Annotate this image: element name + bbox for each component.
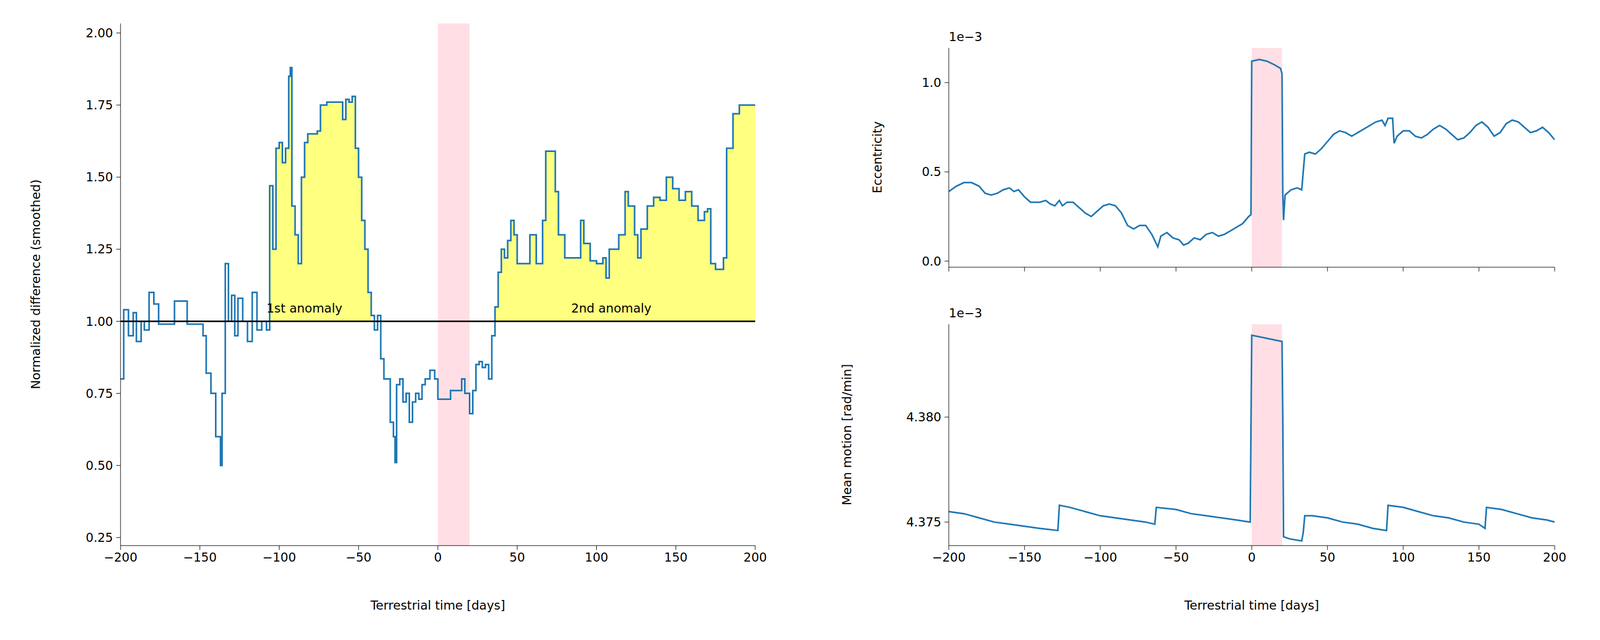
svg-text:1.75: 1.75 bbox=[85, 98, 114, 112]
svg-text:−50: −50 bbox=[1163, 550, 1190, 565]
svg-text:4.380: 4.380 bbox=[906, 410, 942, 424]
svg-text:−150: −150 bbox=[182, 550, 217, 565]
svg-text:2.00: 2.00 bbox=[85, 26, 114, 40]
html-text:Mean motion [rad/min]: Mean motion [rad/min] bbox=[840, 364, 854, 506]
svg-text:−100: −100 bbox=[1083, 550, 1117, 565]
html-text:Normalized difference (smoothe: Normalized difference (smoothed) bbox=[28, 179, 43, 390]
svg-text:100: 100 bbox=[585, 550, 609, 565]
html-text:Eccentricity: Eccentricity bbox=[870, 121, 885, 194]
svg-text:1.25: 1.25 bbox=[85, 242, 114, 256]
svg-text:0.75: 0.75 bbox=[85, 386, 114, 401]
svg-text:−100: −100 bbox=[262, 550, 296, 565]
svg-text:−150: −150 bbox=[1007, 550, 1042, 565]
svg-text:2nd anomaly: 2nd anomaly bbox=[571, 301, 652, 316]
svg-text:1.50: 1.50 bbox=[85, 170, 114, 184]
svg-text:−200: −200 bbox=[931, 550, 966, 565]
svg-text:200: 200 bbox=[1542, 550, 1567, 565]
svg-text:150: 150 bbox=[664, 550, 688, 565]
svg-text:50: 50 bbox=[1319, 550, 1335, 565]
svg-text:0: 0 bbox=[434, 550, 443, 565]
svg-text:Terrestrial time [days]: Terrestrial time [days] bbox=[1184, 598, 1320, 613]
svg-text:1.0: 1.0 bbox=[921, 75, 942, 90]
svg-text:150: 150 bbox=[1467, 550, 1491, 565]
svg-text:1st anomaly: 1st anomaly bbox=[266, 301, 343, 316]
svg-text:100: 100 bbox=[1391, 550, 1415, 565]
svg-text:−200: −200 bbox=[103, 550, 138, 565]
svg-text:1.00: 1.00 bbox=[85, 314, 114, 329]
svg-text:0.0: 0.0 bbox=[921, 254, 942, 269]
svg-text:−50: −50 bbox=[345, 550, 372, 565]
svg-text:0.5: 0.5 bbox=[921, 164, 942, 179]
svg-text:Terrestrial time [days]: Terrestrial time [days] bbox=[370, 598, 506, 613]
html-text:1e−3: 1e−3 bbox=[948, 29, 983, 44]
html-text:1e−3: 1e−3 bbox=[948, 306, 983, 320]
svg-text:4.375: 4.375 bbox=[906, 515, 942, 530]
svg-text:0.25: 0.25 bbox=[85, 530, 114, 545]
svg-text:0: 0 bbox=[1248, 550, 1256, 565]
svg-text:200: 200 bbox=[743, 550, 767, 565]
svg-text:50: 50 bbox=[509, 550, 525, 565]
svg-text:0.50: 0.50 bbox=[85, 458, 114, 473]
